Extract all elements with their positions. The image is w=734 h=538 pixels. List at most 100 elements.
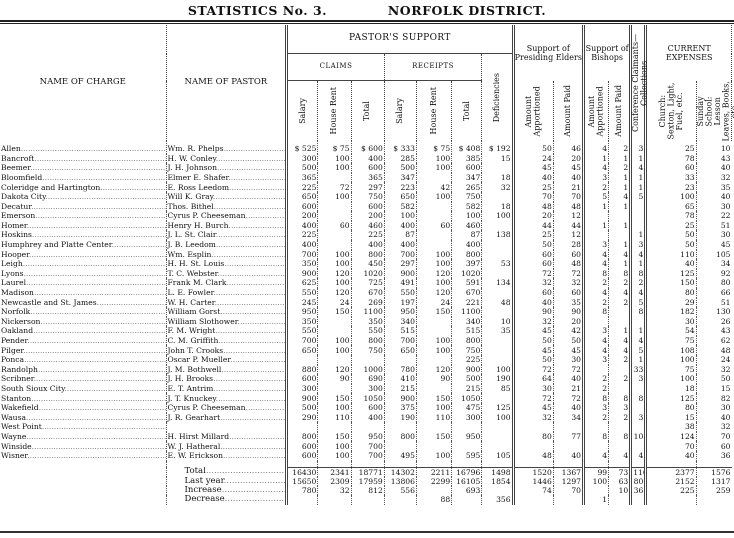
receipts-salary-cell: 900	[383, 268, 417, 279]
separator-cell	[350, 460, 385, 468]
table-row: Allen...................................…	[0, 141, 732, 154]
receipts-total-summary-cell	[451, 495, 482, 505]
charge-name: Bloomfield..............................…	[0, 173, 166, 183]
pe-paid-cell: 34	[552, 412, 584, 423]
claims-total-cell: 750	[350, 191, 385, 202]
claims-salary-cell: 900	[285, 393, 318, 404]
blank-cell	[0, 477, 166, 486]
sunday-school-expenses-cell: 82	[695, 393, 732, 404]
conference-claimants-cell: 8	[629, 268, 646, 279]
table-row: Madison.................................…	[0, 287, 732, 298]
charge-name: Humphrey and Platte Center..............…	[0, 240, 166, 250]
deficiencies-cell: 100	[481, 412, 514, 423]
claims-house-rent-cell	[317, 383, 352, 394]
sunday-school-expenses-summary-cell	[695, 495, 732, 505]
deficiencies-cell	[481, 335, 514, 346]
receipts-salary-cell: 650	[383, 345, 417, 356]
receipts-house-rent-summary-cell	[415, 486, 452, 496]
church-expenses-cell: 124	[644, 431, 697, 442]
sunday-school-expenses-cell: 80	[695, 278, 732, 288]
bishops-paid-cell: 1	[608, 239, 631, 250]
pe-paid-cell: 40	[552, 403, 584, 413]
receipts-total-cell: 750	[451, 191, 482, 202]
receipts-salary-cell: 223	[383, 182, 417, 192]
receipts-salary-cell: 500	[383, 163, 417, 173]
dot-leader: ........................................…	[212, 192, 287, 202]
charge-name: Hoskins.................................…	[0, 230, 166, 240]
church-expenses-cell: 54	[644, 326, 697, 336]
claims-house-rent-cell	[317, 326, 352, 336]
receipts-house-rent-cell: 100	[415, 249, 452, 260]
pe-apportioned-cell: 45	[511, 163, 554, 173]
dot-leader: ........................................…	[215, 230, 287, 240]
pe-apportioned-cell	[511, 422, 554, 432]
charge-name: Winside.................................…	[0, 441, 166, 451]
claims-house-rent-cell: 100	[317, 278, 352, 288]
charge-name: Norfolk.................................…	[0, 307, 166, 317]
pe-apportioned-cell: 60	[511, 259, 554, 269]
claims-total-cell: 800	[350, 249, 385, 260]
receipts-salary-cell: 950	[383, 307, 417, 317]
claims-house-rent-cell: 24	[317, 297, 352, 308]
pe-apportioned-cell: 25	[511, 182, 554, 192]
claims-salary-cell: 350	[285, 316, 318, 327]
table-row: Wakefield...............................…	[0, 403, 732, 413]
separator-cell	[552, 460, 584, 468]
deficiencies-cell: 53	[481, 259, 514, 269]
receipts-house-rent-cell	[415, 201, 452, 212]
conference-claimants-cell: 4	[629, 287, 646, 298]
dot-leader: ........................................…	[26, 278, 166, 288]
bishops-apportioned-cell: 3	[581, 172, 609, 183]
receipts-salary-cell	[383, 422, 417, 432]
claims-house-rent-summary-cell: 2341	[317, 467, 352, 477]
receipts-house-rent-cell: 100	[415, 403, 452, 413]
conference-claimants-cell: 3	[629, 141, 646, 154]
receipts-house-rent-cell: 42	[415, 182, 452, 192]
pe-paid-cell: 32	[552, 278, 584, 288]
church-expenses-cell: 38	[644, 422, 697, 432]
claims-salary-cell: 500	[285, 403, 318, 413]
charge-name: Wisner..................................…	[0, 451, 166, 461]
sunday-school-expenses-cell: 92	[695, 268, 732, 279]
pastor-name: W. J. Hatheral..........................…	[165, 441, 287, 451]
dot-leader: ........................................…	[24, 355, 166, 365]
church-expenses-cell: 25	[644, 220, 697, 231]
deficiencies-cell: 134	[481, 278, 514, 288]
summary-separator	[0, 460, 732, 468]
sunday-school-expenses-summary-cell: 259	[695, 486, 732, 496]
claims-salary-summary-cell	[285, 495, 318, 505]
conference-claimants-cell: 3	[629, 412, 646, 423]
pastor-name: H. Hirst Millard........................…	[165, 431, 287, 442]
pastor-name: Oscar P. Mueller........................…	[165, 355, 287, 365]
receipts-salary-cell: 550	[383, 287, 417, 298]
claims-total-cell: 600	[350, 201, 385, 212]
charge-name: Madison.................................…	[0, 288, 166, 298]
dot-leader: ........................................…	[33, 374, 166, 384]
claims-total-summary-cell	[350, 495, 385, 505]
header-presiding-elders: Support of Presiding Elders	[511, 25, 585, 81]
charge-name: Bancroft................................…	[0, 154, 166, 164]
claims-total-cell: 297	[350, 182, 385, 192]
claims-total-cell: 670	[350, 287, 385, 298]
pe-apportioned-cell: 25	[511, 230, 554, 240]
pe-paid-cell: 28	[552, 239, 584, 250]
sunday-school-expenses-cell: 43	[695, 153, 732, 164]
charge-name: Nickerson...............................…	[0, 317, 166, 327]
claims-house-rent-summary-cell: 32	[317, 486, 352, 496]
receipts-total-cell: 1050	[451, 393, 482, 404]
pastor-name: J. L. St. Clair.........................…	[165, 230, 287, 240]
conference-claimants-cell: 5	[629, 191, 646, 202]
summary-label: Decrease................................…	[165, 495, 287, 505]
dot-leader: ........................................…	[226, 278, 287, 288]
receipts-house-rent-cell	[415, 422, 452, 432]
receipts-salary-cell: 491	[383, 278, 417, 288]
separator-cell	[629, 460, 646, 468]
pastor-name: Cyrus P. Cheeseman......................…	[165, 403, 287, 413]
summary-label: Last year...............................…	[165, 476, 287, 487]
claims-house-rent-cell: 120	[317, 268, 352, 279]
dot-leader: ........................................…	[111, 240, 166, 250]
dot-leader: ........................................…	[27, 451, 166, 461]
dot-leader: ........................................…	[37, 364, 166, 374]
charge-name: Oakland.................................…	[0, 326, 166, 336]
table-row: Nickerson...............................…	[0, 316, 732, 327]
